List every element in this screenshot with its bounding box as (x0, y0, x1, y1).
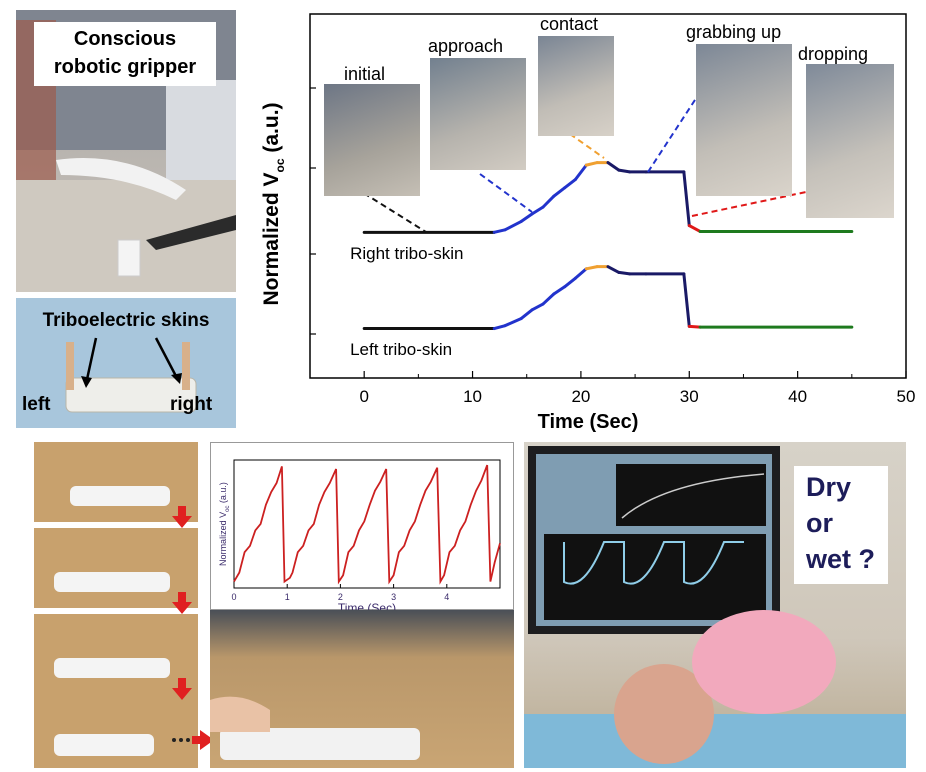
x-tick-label-50: 50 (897, 387, 916, 406)
y-axis-label: Normalized Voc (a.u.) (260, 102, 287, 305)
stage-label-2: contact (540, 14, 598, 34)
arm-photo-art (210, 696, 420, 760)
small-x-tick-label-4: 4 (444, 592, 449, 602)
main-voltage-chart: 0 10 20 30 40 50 Time (Sec) Normalized Voc (a.u… (260, 13, 916, 433)
series-label-0: Right tribo-skin (350, 244, 463, 263)
x-tick-label-10: 10 (463, 387, 482, 406)
stage-label-3: grabbing up (686, 22, 781, 42)
small-x-tick-label-1: 1 (285, 592, 290, 602)
press-photo-3 (34, 614, 198, 694)
stage-label-0: initial (344, 64, 385, 84)
plot-frame (309, 13, 907, 379)
series-0-segment-6 (552, 186, 567, 198)
x-tick-label-20: 20 (571, 387, 590, 406)
gripper-title-line1: Conscious (73, 28, 177, 50)
dry-wet-line2: or (806, 508, 833, 538)
series-0-segment-12 (617, 168, 632, 174)
series-0-segment-11 (606, 161, 621, 172)
skins-right-label: right (170, 394, 213, 415)
skins-photo-art (16, 298, 236, 428)
pressing-voltage-chart: 0 1 2 3 4 Time (Sec) Normalized Voc (a.u.) (218, 459, 501, 610)
press-photo-2 (34, 528, 198, 608)
series-1-segment-9 (584, 265, 599, 271)
series-1-segment-7 (563, 276, 577, 289)
x-axis-label: Time (Sec) (538, 411, 639, 433)
red-down-arrow-icon-1 (172, 506, 192, 528)
stage-photo-dropping (806, 64, 894, 218)
series-1-segment-16 (687, 324, 702, 329)
dry-wet-line1: Dry (806, 472, 852, 502)
series-label-1: Left tribo-skin (350, 340, 452, 359)
series-0-segment-2 (503, 219, 523, 232)
red-down-arrow-icon-2 (172, 592, 192, 614)
skins-title: Triboelectric skins (42, 310, 210, 331)
small-series-line (233, 464, 501, 585)
press-photo-1 (34, 442, 198, 522)
series-0-segment-16 (687, 224, 702, 233)
small-x-axis-label: Time (Sec) (338, 601, 396, 610)
triboelectric-skins-photo: Triboelectric skins left right (16, 298, 236, 428)
series-0-segment-7 (563, 177, 577, 190)
series-0-segment-5 (541, 194, 556, 209)
press-photos-overlay (54, 486, 214, 756)
series-0-segment-9 (584, 161, 599, 167)
leader-line-1 (479, 173, 533, 213)
leader-line-2 (569, 133, 605, 159)
baby-monitor-art (524, 446, 906, 768)
x-tick-label-30: 30 (680, 387, 699, 406)
leader-line-0 (329, 171, 427, 233)
gripper-title-line2: robotic gripper (53, 56, 197, 78)
series-1-segment-12 (617, 270, 632, 276)
small-plot-frame (233, 459, 501, 589)
series-0-segment-8 (573, 163, 588, 181)
stage-label-1: approach (428, 36, 503, 56)
small-y-axis-label: Normalized Voc (a.u.) (218, 482, 231, 566)
gripper-photo: Conscious robotic gripper (16, 10, 236, 292)
stage-photo-contact (538, 36, 614, 136)
series-1-segment-8 (573, 267, 588, 280)
x-tick-label-0: 0 (359, 387, 368, 406)
x-tick-label-40: 40 (788, 387, 807, 406)
arrow-left-icon (84, 337, 98, 385)
stage-photo-initial (324, 84, 420, 196)
arrow-right-icon (154, 337, 180, 381)
stage-photo-grabbing-up (696, 44, 792, 196)
series-0-segment-1 (492, 228, 507, 234)
series-1-segment-15 (682, 272, 691, 328)
small-x-tick-label-3: 3 (391, 592, 396, 602)
series-1-segment-4 (530, 302, 545, 312)
series-1-segment-3 (519, 308, 534, 320)
arm-photo (210, 610, 514, 768)
gripper-title-box (34, 22, 216, 86)
dry-wet-line3: wet ? (806, 544, 876, 574)
series-1-segment-2 (503, 316, 523, 328)
series-0-segment-15 (682, 170, 691, 228)
small-x-tick-label-2: 2 (338, 592, 343, 602)
stage-photo-approach (430, 58, 526, 170)
series-1-segment-5 (541, 292, 556, 306)
baby-monitor-photo: Dry or wet ? (524, 442, 906, 768)
stage-label-4: dropping (798, 44, 868, 64)
series-1-segment-6 (552, 285, 567, 296)
series-0-segment-3 (519, 212, 534, 223)
series-1-segment-11 (606, 265, 621, 274)
series-1-segment-1 (492, 324, 507, 331)
skins-left-label: left (22, 394, 51, 415)
red-right-arrow-icon (172, 730, 214, 750)
red-down-arrow-icon-3 (172, 678, 192, 700)
series-0-segment-4 (530, 205, 545, 216)
small-x-tick-label-0: 0 (231, 592, 236, 602)
